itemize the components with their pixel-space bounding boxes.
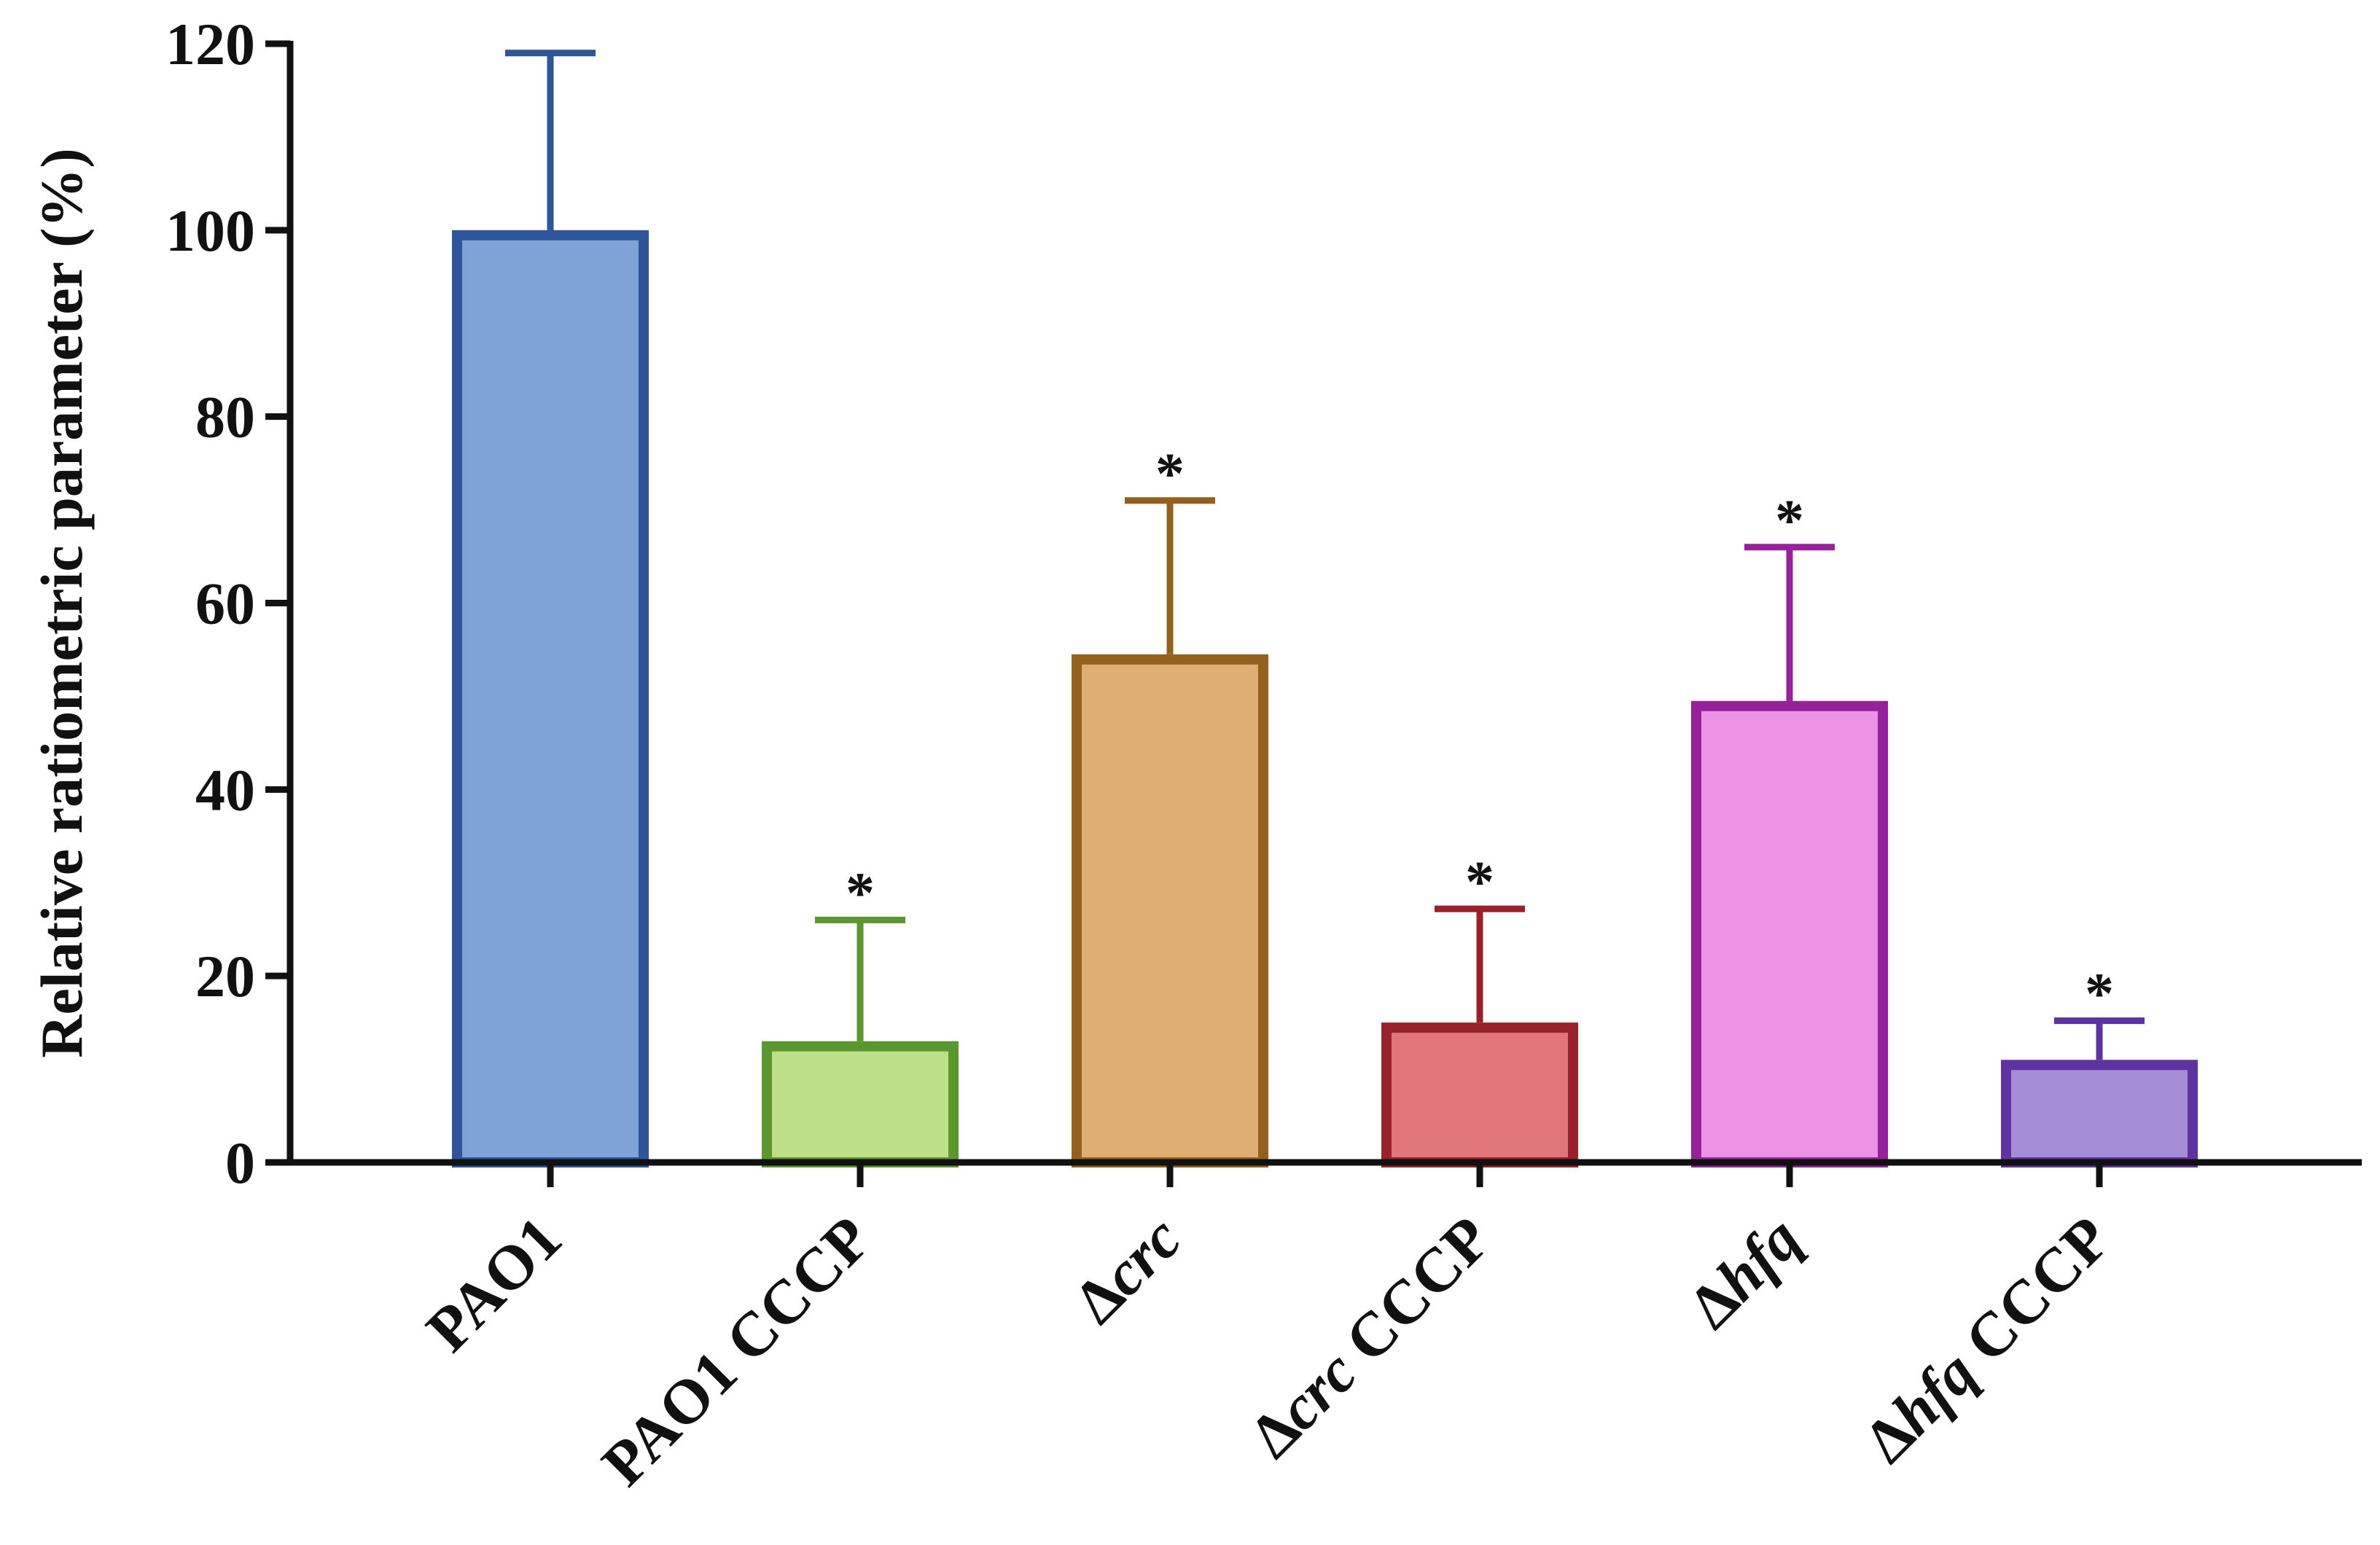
bar xyxy=(2001,1060,2198,1167)
x-category-label: Δcrc xyxy=(1061,1203,1195,1337)
x-category-label-part: PAO1 CCCP xyxy=(588,1203,884,1499)
x-category-label: Δcrc CCCP xyxy=(1236,1203,1505,1471)
y-tick-label: 120 xyxy=(165,11,255,77)
x-category-label-part: CCCP xyxy=(1940,1203,2123,1387)
bar xyxy=(762,1041,959,1168)
significance-marker: * xyxy=(2085,963,2114,1027)
y-tick-label: 40 xyxy=(195,756,255,823)
bar-group: PAO1 xyxy=(413,50,649,1365)
x-category-label: Δhfq CCCP xyxy=(1851,1203,2124,1476)
bar xyxy=(1381,1022,1578,1167)
x-category-label-part: CCCP xyxy=(1320,1203,1504,1387)
bar-group: * Δcrc xyxy=(1061,442,1268,1337)
bar-group: * Δhfq xyxy=(1675,489,1888,1342)
significance-marker: * xyxy=(1465,850,1494,915)
x-category-label: Δhfq xyxy=(1675,1203,1814,1342)
significance-marker: * xyxy=(846,861,875,926)
y-tick-label: 100 xyxy=(165,197,255,264)
y-tick-label: 60 xyxy=(195,571,255,637)
significance-marker: * xyxy=(1155,442,1185,506)
bar xyxy=(1691,700,1888,1167)
y-tick-label: 80 xyxy=(195,384,255,450)
bar xyxy=(1072,654,1268,1167)
x-category-label: PAO1 CCCP xyxy=(588,1203,884,1499)
y-tick-label: 20 xyxy=(195,943,255,1009)
bar-group: * Δhfq CCCP xyxy=(1851,963,2198,1476)
y-axis-title: Relative ratiometric parameter (%) xyxy=(28,148,95,1057)
bar xyxy=(452,230,649,1167)
significance-marker: * xyxy=(1775,489,1804,553)
x-category-label: PAO1 xyxy=(413,1203,574,1365)
y-tick-label: 0 xyxy=(225,1130,255,1196)
x-category-label-part: PAO1 xyxy=(413,1203,574,1365)
y-axis-title-group: Relative ratiometric parameter (%) xyxy=(28,148,95,1057)
bars: PAO1 * PAO1 CCCP * Δcrc * Δcrc CCCP * Δhfq * Δhfq … xyxy=(413,50,2198,1499)
y-axis: 0 20 40 60 80 100 120 xyxy=(165,11,294,1196)
